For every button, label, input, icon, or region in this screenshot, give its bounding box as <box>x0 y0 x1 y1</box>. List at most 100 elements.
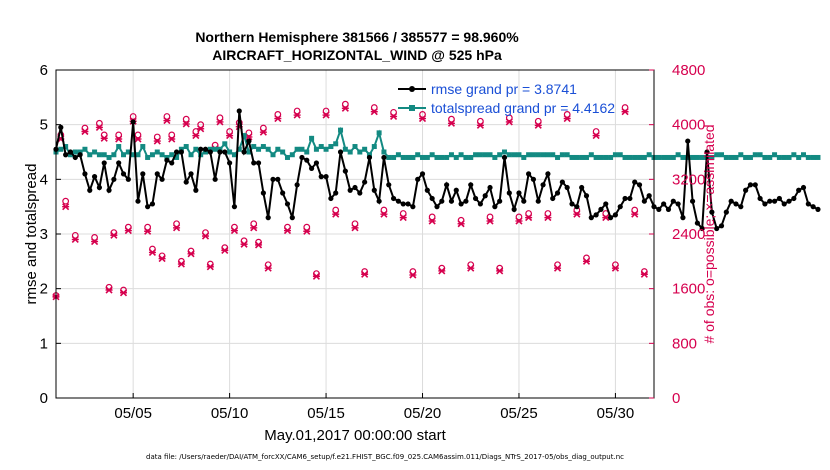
totalspread-point <box>632 154 638 160</box>
totalspread-point <box>690 154 696 160</box>
obs-assimilated-point <box>573 210 581 218</box>
rmse-point <box>366 154 373 161</box>
totalspread-point <box>588 152 594 158</box>
totalspread-point <box>333 141 339 147</box>
obs-possible-point <box>631 206 639 214</box>
totalspread-point <box>178 146 184 152</box>
totalspread-point <box>338 127 344 133</box>
rmse-point <box>492 204 498 210</box>
rmse-point <box>743 187 749 193</box>
obs-assimilated-point <box>486 217 494 225</box>
totalspread-point <box>231 152 237 158</box>
rmse-point <box>535 198 541 204</box>
rmse-point <box>675 201 681 207</box>
rmse-point <box>424 187 430 193</box>
totalspread-point <box>106 154 112 160</box>
totalspread-point <box>289 152 295 158</box>
obs-assimilated-point <box>206 263 214 271</box>
series-lines <box>53 108 821 232</box>
obs-possible-point <box>380 206 388 214</box>
obs-assimilated-point <box>163 117 171 125</box>
rmse-point <box>554 190 561 196</box>
obs-possible-point <box>226 128 234 135</box>
rmse-point <box>439 198 445 204</box>
totalspread-point <box>540 152 546 158</box>
rmse-point <box>627 195 633 202</box>
grid-lines <box>56 69 654 399</box>
totalspread-point <box>391 154 397 160</box>
rmse-point <box>193 187 199 193</box>
totalspread-point <box>371 144 377 150</box>
obs-assimilated-point <box>221 246 229 254</box>
rmse-point <box>111 176 117 182</box>
totalspread-point <box>82 146 88 152</box>
obs-possible-point <box>515 213 523 221</box>
rmse-point <box>588 215 594 221</box>
y-right-tick-label: 3200 <box>672 171 705 188</box>
totalspread-point <box>492 154 498 160</box>
totalspread-point <box>670 154 676 160</box>
totalspread-point <box>323 146 329 152</box>
totalspread-point <box>140 144 146 150</box>
totalspread-point <box>145 154 151 160</box>
y-right-tick-label: 4800 <box>672 62 705 79</box>
rmse-point <box>82 171 88 177</box>
obs-possible-point <box>351 220 359 228</box>
totalspread-point <box>342 146 348 152</box>
totalspread-point <box>67 152 73 158</box>
rmse-point <box>636 182 643 188</box>
totalspread-point <box>116 144 122 150</box>
obs-possible-point <box>428 213 436 221</box>
rmse-point <box>188 171 194 177</box>
y-tick-label: 5 <box>40 117 48 134</box>
totalspread-point <box>719 152 725 158</box>
rmse-point <box>805 201 811 207</box>
obs-possible-point <box>303 223 311 231</box>
x-tick-label: 05/10 <box>211 405 249 422</box>
y-axis-label: rmse and totalspread <box>23 164 40 305</box>
obs-assimilated-point <box>592 132 600 140</box>
rmse-point <box>796 187 802 193</box>
totalspread-point <box>217 146 223 152</box>
obs-possible-point <box>62 197 70 205</box>
obs-possible-point <box>505 114 513 122</box>
obs-possible-point <box>163 113 171 120</box>
x-tick-label: 05/30 <box>597 405 635 422</box>
rmse-point <box>96 184 103 191</box>
totalspread-point <box>617 152 623 158</box>
totalspread-point <box>656 154 662 160</box>
totalspread-point <box>87 152 93 158</box>
rmse-point <box>612 212 619 218</box>
obs-assimilated-point <box>631 210 639 218</box>
rmse-point <box>178 149 184 155</box>
totalspread-point <box>477 152 483 158</box>
obs-assimilated-point <box>230 227 239 235</box>
totalspread-point <box>680 154 686 160</box>
obs-assimilated-point <box>525 214 533 222</box>
rmse-point <box>386 182 392 188</box>
totalspread-point <box>164 154 170 160</box>
obs-possible-point <box>419 111 426 118</box>
totalspread-point <box>579 154 585 160</box>
totalspread-point <box>444 154 450 160</box>
x-axis-label: May.01,2017 00:00:00 start <box>264 427 446 444</box>
obs-assimilated-point <box>447 119 456 127</box>
rmse-point <box>145 204 151 210</box>
obs-assimilated-point <box>274 114 282 123</box>
rmse-point <box>458 201 464 207</box>
rmse-point <box>694 220 701 226</box>
totalspread-point <box>685 154 691 160</box>
rmse-point <box>342 168 348 174</box>
rmse-point <box>376 198 382 204</box>
obs-assimilated-point <box>192 132 200 140</box>
totalspread-point <box>415 152 421 158</box>
obs-assimilated-point <box>283 227 292 235</box>
rmse-point <box>540 182 546 188</box>
totalspread-point <box>381 149 387 155</box>
rmse-point <box>771 198 778 204</box>
rmse-point <box>545 171 551 177</box>
totalspread-point <box>506 152 512 158</box>
rmse-point <box>550 195 556 202</box>
totalspread-point <box>791 152 797 158</box>
totalspread-point <box>545 152 551 158</box>
